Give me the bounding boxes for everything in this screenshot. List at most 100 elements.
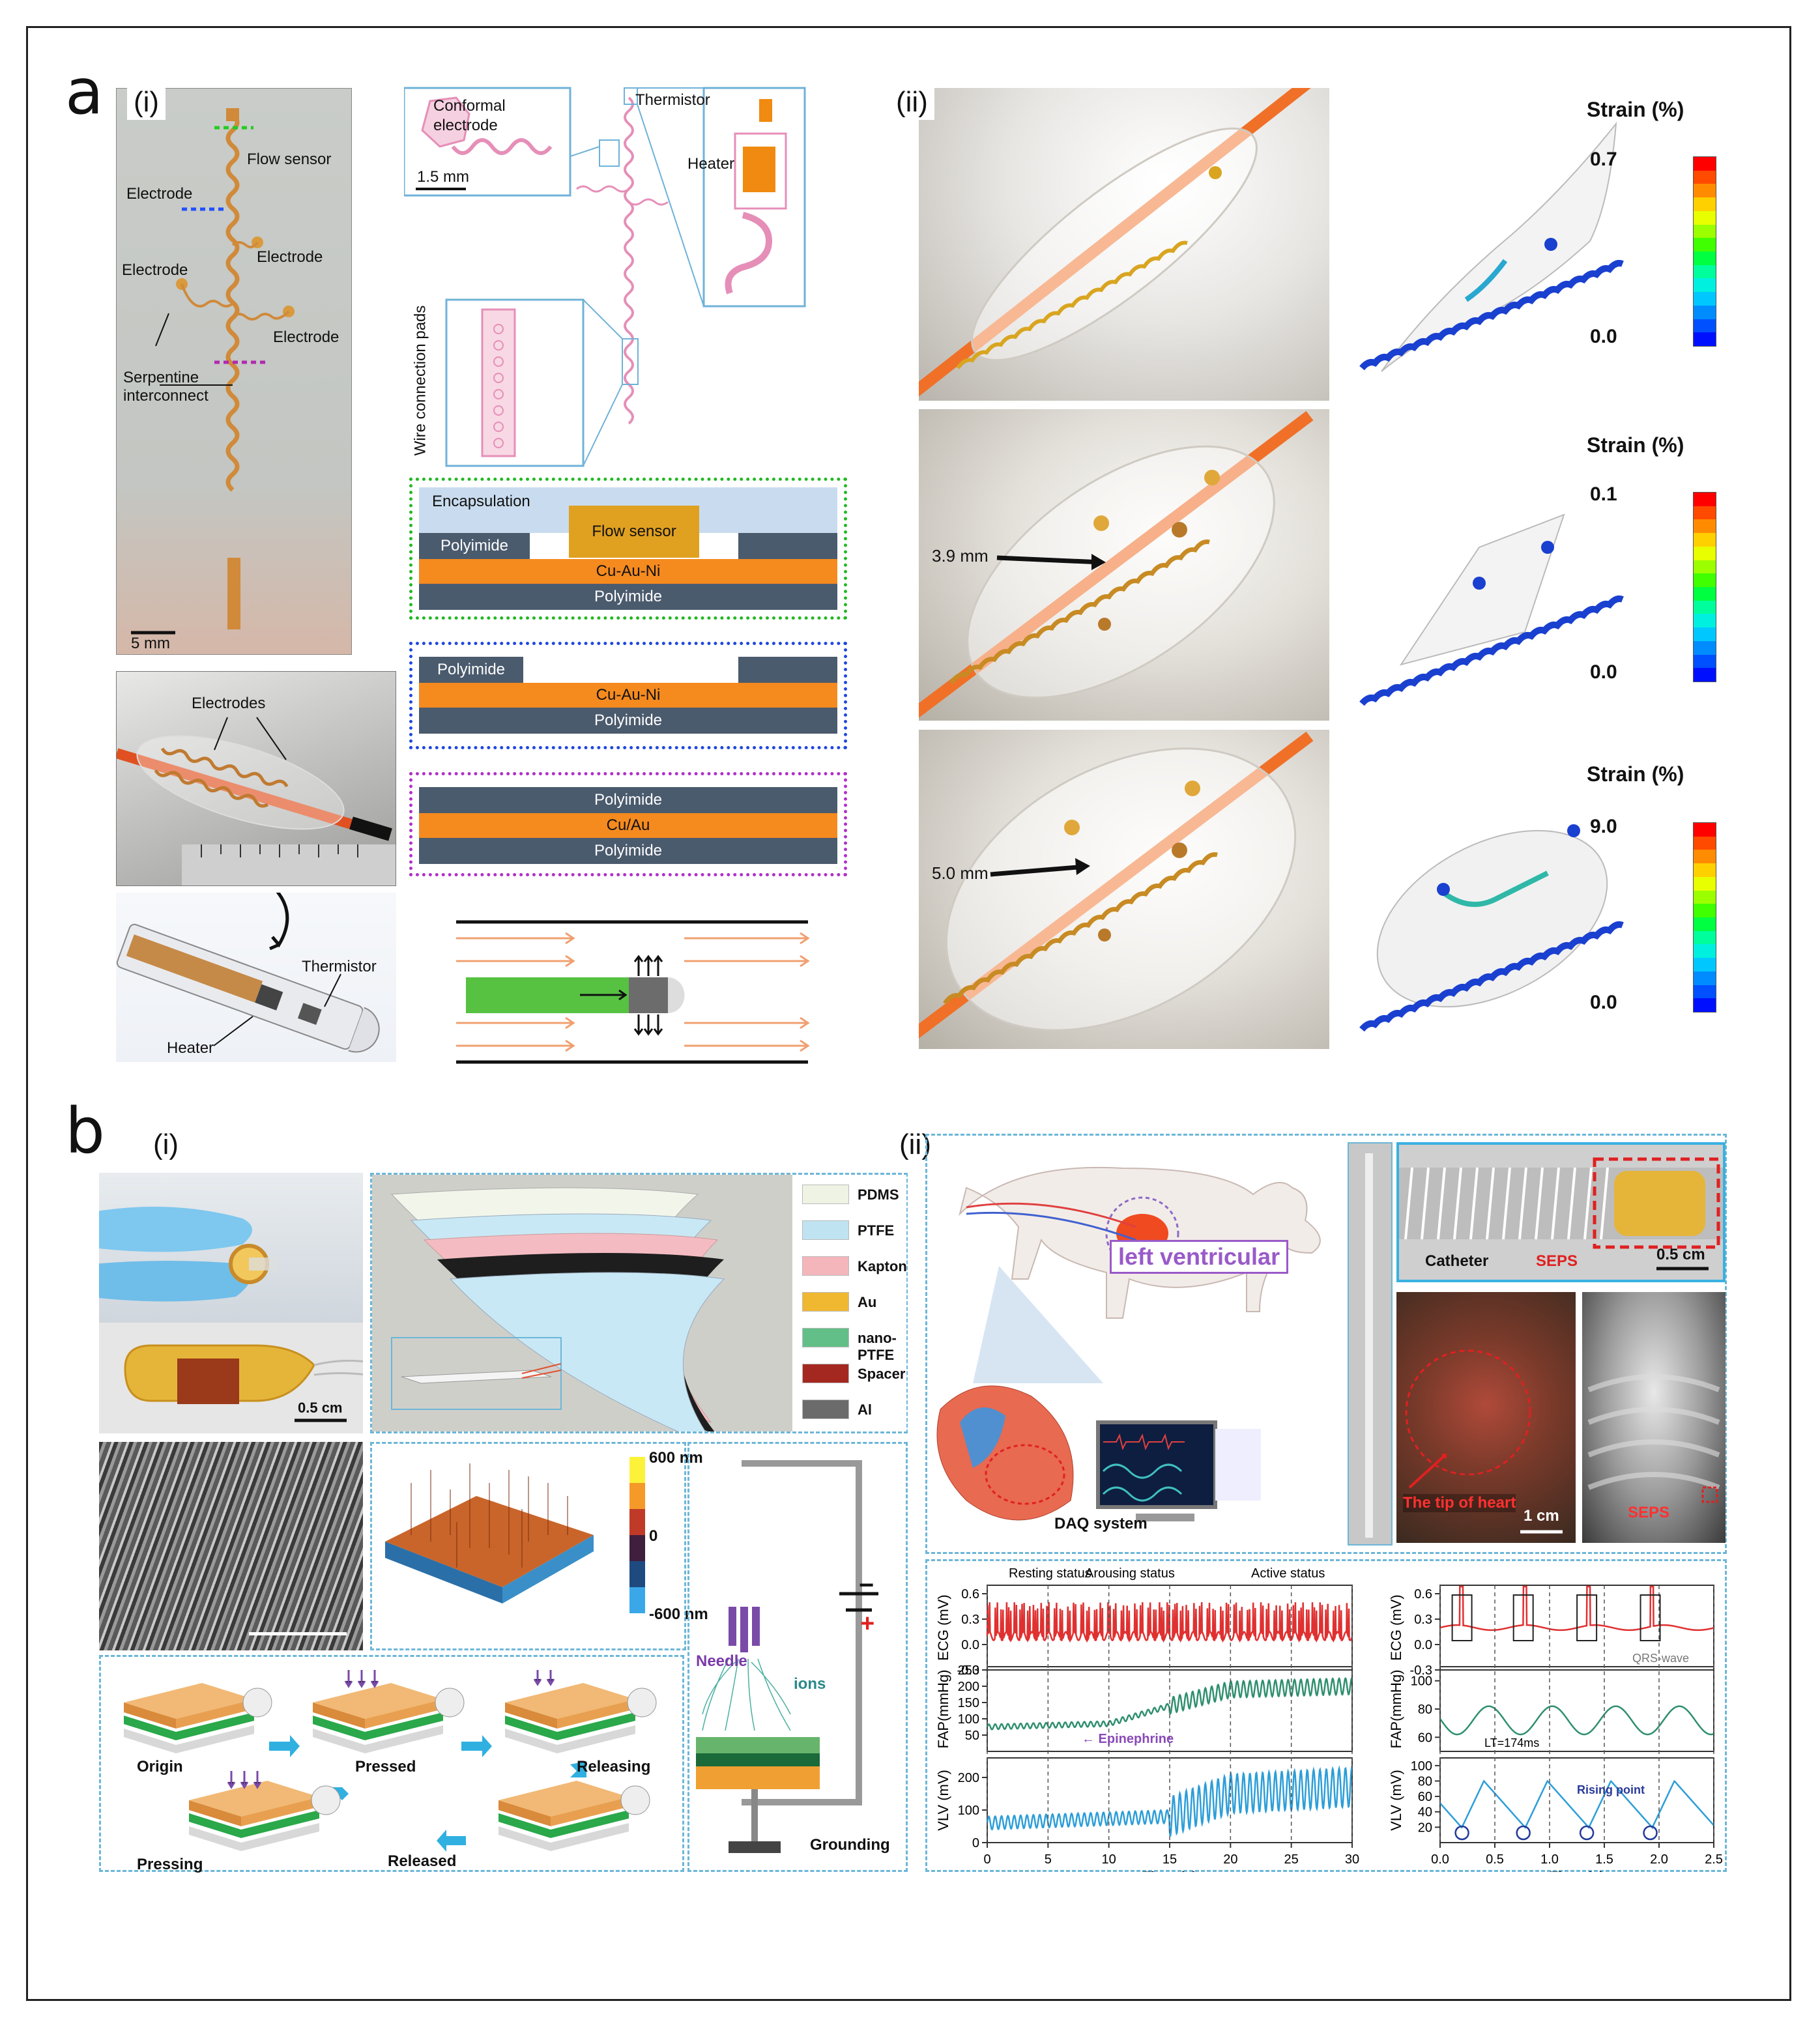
panel-a-sub-ii: (ii) — [889, 85, 934, 120]
balloon-photo-1 — [919, 88, 1329, 401]
colorbar-segment — [1694, 197, 1716, 211]
material-legend: PDMS PTFE Kapton Au nano-PTFE Spacer Al — [796, 1175, 907, 1431]
qrs-box — [1512, 1594, 1534, 1641]
strain-title-3: Strain (%) — [1587, 762, 1684, 786]
colorbar-segment — [1694, 600, 1716, 614]
legend-label: Kapton — [858, 1258, 907, 1274]
legend-swatch — [802, 1220, 849, 1240]
heart-tip-label: The tip of heart — [1403, 1494, 1516, 1512]
colorbar-segment — [1694, 292, 1716, 306]
device-photo: Flow sensor Electrode Electrode Electrod… — [116, 88, 352, 655]
corona-box: − + Needle ions Grounding — [687, 1442, 908, 1872]
y-tick-label: 100 — [958, 1712, 979, 1727]
y-tick-label: 200 — [958, 1680, 979, 1694]
heater-label: Heater — [687, 155, 735, 173]
colorbar-segment — [1694, 944, 1716, 958]
strain-max-2: 0.1 — [1590, 483, 1617, 505]
colorbar-segment — [1694, 614, 1716, 628]
ions-label: ions — [794, 1675, 826, 1693]
balloon-photo-2: 3.9 mm — [919, 409, 1329, 721]
series-line-2 — [1439, 1779, 1714, 1830]
seps-label: SEPS — [1536, 1252, 1578, 1270]
fea-balloon-1 — [1349, 104, 1629, 391]
working-cycle-box: Origin Pressed Releasing Released Pressi… — [99, 1655, 684, 1873]
catheter-label: Catheter — [1425, 1252, 1489, 1270]
y-tick-label: 80 — [1418, 1703, 1432, 1717]
conformal-electrode-label: Conformal electrode — [433, 97, 506, 134]
colorbar-segment — [1694, 836, 1716, 850]
y-tick-label: 100 — [1411, 1675, 1432, 1689]
legend-label: PDMS — [858, 1186, 899, 1203]
stack-flow-sensor: Encapsulation Flow sensor Polyimide Cu-A… — [409, 478, 847, 620]
y-tick-label: 60 — [1418, 1731, 1432, 1745]
catheter-scale-label: 0.5 cm — [1656, 1246, 1705, 1263]
x-tick-label: 5 — [1045, 1852, 1052, 1867]
x-axis-label: Time (s) — [1550, 1869, 1604, 1872]
annotation-active: Active status — [1251, 1566, 1325, 1581]
y-tick-label: 0.0 — [961, 1638, 979, 1652]
cycle-pressed-label: Pressed — [355, 1758, 416, 1775]
qrs-box — [1451, 1594, 1473, 1641]
colorbar-segment — [1694, 654, 1716, 668]
strain-colorbar-3 — [1693, 822, 1716, 1013]
cycle-released-label: Released — [388, 1852, 457, 1870]
plot-frame — [1439, 1757, 1714, 1843]
strain-colorbar-1 — [1693, 156, 1716, 347]
panel-a-letter: a — [65, 55, 104, 128]
electrode-label-4: Electrode — [273, 328, 339, 346]
annotation-lt: LT=174ms — [1484, 1736, 1539, 1749]
device-photo-b: 0.5 cm — [99, 1323, 363, 1433]
colorbar-segment — [1694, 238, 1716, 252]
tip-thermistor-label: Thermistor — [302, 958, 377, 975]
annotation-epinephrine: ← Epinephrine — [1082, 1732, 1174, 1746]
strain-min-3: 0.0 — [1590, 992, 1617, 1013]
rising-point-marker — [1516, 1825, 1531, 1841]
colorbar-segment — [1694, 493, 1716, 506]
metal-layer: Cu-Au-Ni — [419, 559, 837, 584]
y-tick-label: 60 — [1418, 1790, 1432, 1804]
cycle-releasing-label: Releasing — [577, 1758, 651, 1775]
xray-seps-label: SEPS — [1628, 1504, 1670, 1521]
strain-min-2: 0.0 — [1590, 661, 1617, 683]
strain-title-1: Strain (%) — [1587, 98, 1684, 121]
y-tick-label: 0.3 — [961, 1613, 979, 1627]
colorbar-segment — [1694, 971, 1716, 985]
afm-bottom-label: -600 nm — [649, 1605, 708, 1623]
colorbar-segment — [1694, 305, 1716, 319]
colorbar-segment — [1694, 850, 1716, 864]
needle-label: Needle — [696, 1652, 747, 1670]
y-tick-label: 200 — [958, 1771, 979, 1785]
colorbar-segment — [1694, 224, 1716, 238]
grounding-label: Grounding — [810, 1836, 890, 1854]
x-tick-label: 0.5 — [1486, 1852, 1504, 1867]
layer-stack-image — [372, 1175, 792, 1450]
legend-label: PTFE — [858, 1222, 895, 1239]
circuit-layout: Conformal electrode 1.5 mm Thermistor He… — [404, 85, 977, 469]
y-axis-label: VLV (mV) — [935, 1770, 951, 1831]
flow-sensor-label: Flow sensor — [247, 151, 332, 168]
electrode-label-3: Electrode — [122, 261, 188, 279]
polyimide-top-left: Polyimide — [419, 533, 530, 559]
strain-title-2: Strain (%) — [1587, 433, 1684, 457]
colorbar-segment — [1694, 930, 1716, 945]
legend-swatch — [802, 1256, 849, 1276]
tip-heater-label: Heater — [167, 1039, 214, 1057]
colorbar-segment — [1694, 985, 1716, 999]
polyimide-top-right — [738, 657, 837, 683]
colorbar-segment — [1694, 265, 1716, 279]
polyimide-top: Polyimide — [419, 787, 837, 813]
y-axis-label: ECG (mV) — [935, 1594, 951, 1660]
fea-balloon-3 — [1349, 769, 1629, 1049]
x-tick-label: 15 — [1163, 1852, 1177, 1867]
colorbar-segment — [1694, 157, 1716, 171]
y-axis-label: ECG (mV) — [1388, 1594, 1404, 1660]
figure-frame — [26, 26, 1791, 2001]
legend-swatch — [802, 1364, 849, 1383]
legend-swatch — [802, 1328, 849, 1347]
colorbar-segment — [1694, 546, 1716, 560]
colorbar-segment — [1694, 533, 1716, 547]
afm-box: 600 nm 0 -600 nm — [370, 1442, 708, 1650]
legend-swatch — [802, 1185, 849, 1204]
lv-label: left ventricular — [1110, 1240, 1289, 1274]
